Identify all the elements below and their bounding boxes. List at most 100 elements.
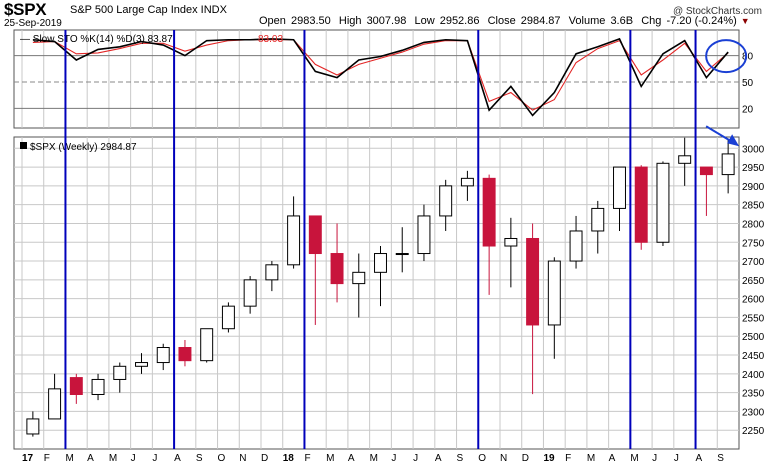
- x-tick-label: 18: [283, 453, 295, 464]
- x-tick-label: N: [500, 453, 507, 464]
- chart-symbol: $SPX: [4, 0, 47, 19]
- candle-body: [265, 264, 279, 281]
- x-tick-label: J: [413, 453, 418, 464]
- candle-body: [678, 155, 692, 164]
- candle-body: [569, 230, 583, 262]
- price-y-tick-label: 2650: [742, 276, 765, 287]
- candle-body: [699, 166, 713, 176]
- high-label: High: [338, 15, 362, 27]
- x-tick-label: A: [348, 453, 355, 464]
- candle-body: [113, 365, 127, 380]
- x-tick-label: A: [435, 453, 442, 464]
- candle-body: [178, 347, 192, 362]
- quote-summary: Open 2983.50 High 3007.98 Low 2952.86 Cl…: [259, 15, 752, 27]
- d-line: [32, 39, 729, 111]
- price-y-tick-label: 2400: [742, 370, 765, 381]
- x-tick-label: M: [370, 453, 378, 464]
- x-tick-label: J: [674, 453, 679, 464]
- candle-body: [330, 253, 344, 285]
- x-tick-label: O: [218, 453, 226, 464]
- candle-body: [308, 215, 322, 255]
- price-y-tick-label: 2250: [742, 426, 765, 437]
- x-tick-label: A: [609, 453, 616, 464]
- x-tick-label: M: [326, 453, 334, 464]
- x-tick-label: 19: [543, 453, 555, 464]
- x-tick-label: J: [652, 453, 657, 464]
- candle-body: [721, 153, 735, 176]
- x-tick-label: M: [587, 453, 595, 464]
- candle-body: [482, 177, 496, 247]
- price-y-tick-label: 2550: [742, 313, 765, 324]
- x-tick-label: S: [196, 453, 203, 464]
- price-y-tick-label: 2300: [742, 407, 765, 418]
- sto-panel-frame: [13, 29, 740, 129]
- x-tick-label: M: [109, 453, 117, 464]
- chart-date: 25-Sep-2019: [4, 18, 62, 29]
- chart-security-name: S&P 500 Large Cap Index INDX: [70, 4, 227, 16]
- x-tick-label: S: [457, 453, 464, 464]
- price-y-tick-label: 2700: [742, 257, 765, 268]
- price-y-tick-label: 2600: [742, 295, 765, 306]
- price-y-tick-label: 2750: [742, 238, 765, 249]
- price-y-tick-label: 2850: [742, 201, 765, 212]
- price-y-tick-label: 3000: [742, 144, 765, 155]
- high-value: 3007.98: [366, 15, 407, 27]
- stockcharts-credit[interactable]: @ StockCharts.com: [672, 6, 762, 17]
- sto-y-tick-label: 20: [742, 104, 754, 115]
- candle-body: [200, 328, 214, 362]
- x-tick-label: A: [696, 453, 703, 464]
- price-y-tick-label: 2450: [742, 351, 765, 362]
- x-tick-label: J: [391, 453, 396, 464]
- candle-body: [526, 237, 540, 326]
- candle-body: [656, 162, 670, 243]
- price-y-tick-label: 2950: [742, 163, 765, 174]
- price-legend: $SPX (Weekly) 2984.87: [30, 142, 137, 153]
- chg-label: Chg: [641, 15, 662, 27]
- candle-body: [135, 362, 148, 367]
- volume-label: Volume: [568, 15, 606, 27]
- x-tick-label: S: [717, 453, 724, 464]
- low-value: 2952.86: [439, 15, 480, 27]
- x-tick-label: A: [174, 453, 181, 464]
- candle-body: [395, 253, 409, 256]
- candle-body: [221, 305, 235, 330]
- candle-body: [613, 166, 626, 209]
- candle-body: [374, 253, 387, 273]
- price-panel-frame: [13, 136, 740, 450]
- sto-y-tick-label: 80: [742, 52, 754, 63]
- x-tick-label: F: [565, 453, 571, 464]
- chg-down-icon: ▼: [740, 16, 750, 26]
- sto-legend-d-value: 83.03: [258, 34, 283, 45]
- x-tick-label: F: [44, 453, 50, 464]
- x-tick-label: J: [131, 453, 136, 464]
- annotation-arrow-head: [727, 134, 740, 147]
- price-y-tick-label: 2800: [742, 219, 765, 230]
- annotation-circle: [705, 39, 748, 74]
- candle-body: [91, 378, 105, 395]
- k-line: [32, 37, 729, 117]
- candle-body: [439, 185, 453, 217]
- x-tick-label: D: [522, 453, 529, 464]
- candle-body: [69, 377, 83, 395]
- candle-body: [460, 177, 474, 187]
- candle-body: [591, 207, 605, 232]
- price-y-tick-label: 2350: [742, 389, 765, 400]
- sto-y-tick-label: 50: [742, 78, 754, 89]
- x-tick-label: M: [630, 453, 638, 464]
- x-tick-label: J: [152, 453, 157, 464]
- price-legend-swatch: [20, 142, 27, 149]
- close-label: Close: [487, 15, 516, 27]
- price-y-tick-label: 2900: [742, 182, 765, 193]
- close-value: 2984.87: [520, 15, 561, 27]
- candle-body: [504, 237, 518, 247]
- price-y-tick-label: 2500: [742, 332, 765, 343]
- low-label: Low: [414, 15, 435, 27]
- candle-body: [156, 347, 170, 364]
- sto-legend: — Slow STO %K(14) %D(3) 83.87,: [20, 34, 175, 45]
- x-tick-label: M: [65, 453, 73, 464]
- x-tick-label: N: [239, 453, 246, 464]
- candle-body: [417, 215, 431, 255]
- candle-body: [634, 166, 648, 243]
- candle-body: [26, 418, 40, 435]
